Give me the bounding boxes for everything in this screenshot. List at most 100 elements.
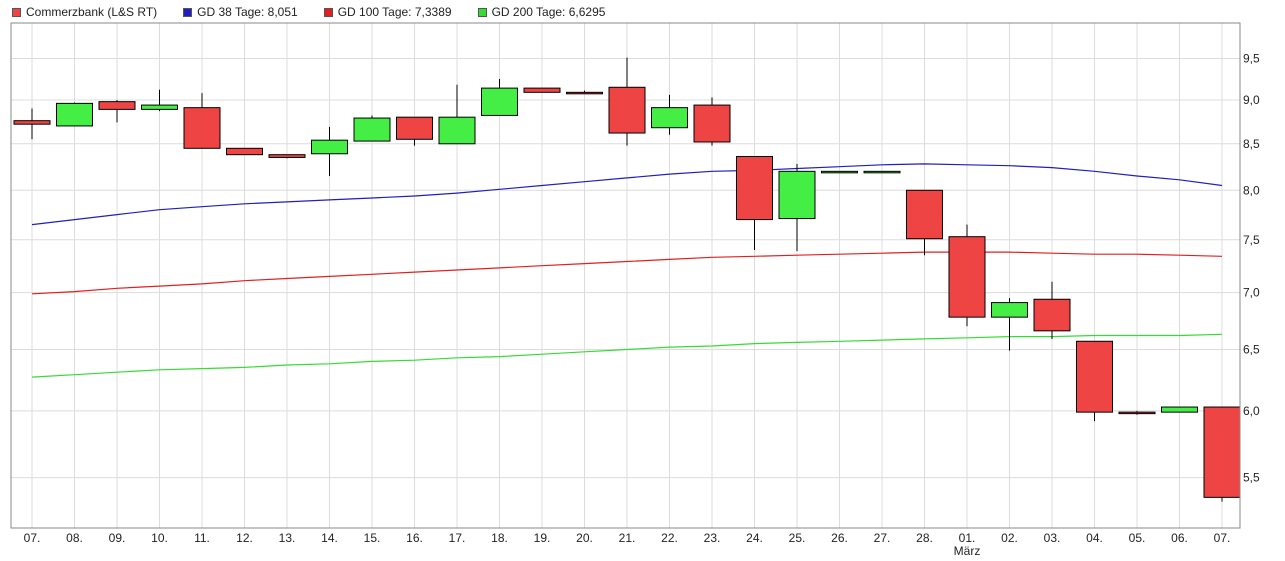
candle-body (1118, 411, 1156, 415)
legend-item-gd38: GD 38 Tage: 8,051 (183, 5, 298, 19)
candle (566, 90, 603, 95)
x-tick-label: 01. (959, 531, 976, 545)
x-tick-label: 15. (364, 531, 381, 545)
candle-body (566, 91, 603, 95)
candle (56, 102, 93, 127)
candle (1118, 410, 1156, 415)
x-tick-label: 27. (874, 531, 891, 545)
x-tick-label: 16. (406, 531, 423, 545)
x-tick-label: 13. (279, 531, 296, 545)
candle-body (396, 116, 433, 140)
candle (778, 163, 816, 252)
legend-swatch-gd100 (323, 7, 333, 17)
candle (183, 93, 221, 149)
x-tick-label: 02. (1001, 531, 1018, 545)
moving-average-line (31, 251, 1223, 295)
candle-body (226, 147, 263, 156)
x-month-label: März (954, 544, 981, 558)
candle (353, 115, 391, 142)
candle (693, 97, 731, 146)
legend-item-gd200: GD 200 Tage: 6,6295 (477, 5, 606, 19)
candle-body (991, 302, 1028, 318)
candle-body (736, 156, 773, 221)
candle (13, 108, 51, 140)
y-tick-label: 9,0 (1243, 93, 1260, 107)
y-tick-label: 7,5 (1243, 233, 1260, 247)
candle (736, 156, 773, 251)
legend-item-stock: Commerzbank (L&S RT) (12, 5, 157, 19)
candle-body (1076, 340, 1113, 413)
legend-label-stock: Commerzbank (L&S RT) (26, 5, 158, 19)
x-tick-label: 24. (746, 531, 763, 545)
candle-body (1033, 298, 1071, 332)
candle-body (651, 107, 688, 129)
x-tick-label: 11. (194, 531, 210, 545)
y-tick-label: 8,0 (1243, 183, 1260, 197)
candle (651, 94, 688, 135)
x-tick-label: 25. (789, 531, 806, 545)
candle (141, 89, 178, 112)
candle (523, 87, 561, 93)
candle-body (56, 102, 93, 127)
x-tick-label: 05. (1129, 531, 1146, 545)
candle (991, 298, 1028, 351)
x-tick-label: 20. (576, 531, 593, 545)
candle-body (523, 87, 561, 93)
candle-layer (13, 57, 1241, 502)
y-tick-label: 6,0 (1243, 404, 1260, 418)
candle-body (353, 117, 391, 142)
y-tick-label: 8,5 (1243, 137, 1260, 151)
candle-body (863, 170, 901, 174)
legend-swatch-gd200 (477, 7, 487, 17)
candle-body (906, 189, 943, 240)
y-axis-tick-labels: 5,5 6,0 6,5 7,0 7,5 8,0 8,5 9,0 9,5 (1243, 51, 1260, 484)
x-tick-label: 03. (1044, 531, 1061, 545)
x-tick-label: 07. (24, 531, 41, 545)
legend-swatch-stock (12, 7, 21, 17)
x-tick-label: 04. (1086, 531, 1103, 545)
candle (396, 116, 433, 146)
x-tick-label: 22. (661, 531, 678, 545)
x-tick-label: 08. (66, 531, 83, 545)
moving-average-line (31, 163, 1223, 226)
x-tick-label: 28. (916, 531, 933, 545)
x-tick-label: 19. (534, 531, 551, 545)
chart-legend: Commerzbank (L&S RT) GD 38 Tage: 8,051 G… (12, 4, 631, 20)
legend-label-gd200: GD 200 Tage: 6,6295 (491, 5, 606, 19)
candle (821, 170, 858, 174)
y-tick-label: 9,5 (1243, 51, 1260, 65)
candle-body (1203, 406, 1241, 498)
legend-swatch-gd38 (183, 7, 193, 17)
y-tick-label: 5,5 (1243, 471, 1260, 485)
candle-body (13, 120, 51, 125)
legend-label-gd38: GD 38 Tage: 8,051 (197, 5, 298, 19)
candle (438, 84, 476, 145)
candle (1161, 406, 1198, 413)
x-tick-label: 23. (704, 531, 721, 545)
x-tick-label: 07. (1214, 531, 1231, 545)
legend-item-gd100: GD 100 Tage: 7,3389 (323, 5, 452, 19)
candle (906, 189, 943, 256)
candle (1203, 406, 1241, 502)
candle-body (98, 101, 136, 110)
candle (948, 224, 986, 327)
candle-body (948, 236, 986, 318)
moving-average-line (31, 333, 1223, 378)
y-tick-label: 7,0 (1243, 286, 1260, 300)
candle-body (141, 104, 178, 110)
candle (311, 126, 348, 177)
candle-body (1161, 406, 1198, 413)
candle (1033, 281, 1071, 339)
x-tick-label: 17. (449, 531, 466, 545)
candle-body (183, 107, 221, 149)
y-tick-label: 6,5 (1243, 342, 1260, 356)
x-tick-label: 21. (619, 531, 636, 545)
candle-body (481, 87, 518, 116)
candle-body (821, 170, 858, 174)
x-tick-label: 10. (151, 531, 168, 545)
plot-frame (10, 22, 1241, 529)
candle (863, 170, 901, 174)
x-tick-label: 09. (109, 531, 126, 545)
candle-body (693, 104, 731, 143)
